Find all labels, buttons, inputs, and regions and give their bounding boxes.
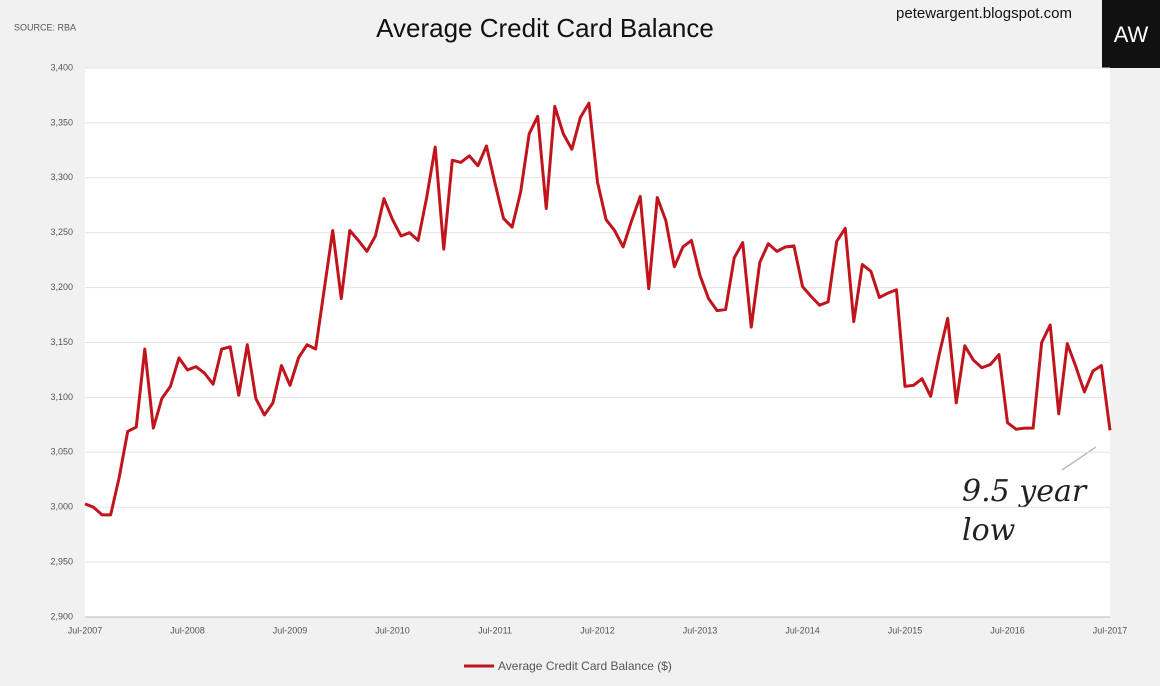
x-tick-label: Jul-2011 bbox=[478, 625, 512, 635]
x-tick-label: Jul-2015 bbox=[888, 625, 923, 635]
source: SOURCE: RBA bbox=[14, 22, 76, 32]
annotation: 9.5 year bbox=[962, 474, 1088, 509]
y-tick-label: 2,900 bbox=[50, 611, 73, 621]
chart-title: Average Credit Card Balance bbox=[376, 13, 714, 43]
logo-box bbox=[1102, 0, 1160, 68]
x-tick-label: Jul-2013 bbox=[683, 625, 718, 635]
y-tick-label: 3,100 bbox=[50, 392, 73, 402]
y-tick-label: 3,350 bbox=[50, 117, 73, 127]
x-tick-label: Jul-2009 bbox=[273, 625, 308, 635]
annotation: low bbox=[962, 513, 1016, 548]
watermark: petewargent.blogspot.com bbox=[896, 5, 1072, 22]
x-tick-label: Jul-2017 bbox=[1093, 625, 1128, 635]
y-tick-label: 2,950 bbox=[50, 556, 73, 566]
y-tick-label: 3,300 bbox=[50, 172, 73, 182]
legend-label: Average Credit Card Balance ($) bbox=[498, 659, 672, 673]
x-tick-label: Jul-2012 bbox=[580, 625, 615, 635]
line bbox=[84, 101, 1112, 517]
y-tick-label: 3,250 bbox=[50, 227, 73, 237]
y-tick-label: 3,400 bbox=[50, 62, 73, 72]
logo: AW bbox=[1114, 22, 1149, 47]
y-tick-label: 3,150 bbox=[50, 337, 73, 347]
y-tick-label: 3,000 bbox=[50, 502, 73, 512]
annotation-pointer bbox=[1061, 446, 1097, 471]
x-tick-label: Jul-2007 bbox=[68, 625, 103, 635]
x-tick-label: Jul-2014 bbox=[785, 625, 820, 635]
y-tick-label: 3,050 bbox=[50, 447, 73, 457]
y-tick-label: 3,200 bbox=[50, 282, 73, 292]
x-tick-label: Jul-2010 bbox=[375, 625, 410, 635]
x-tick-label: Jul-2016 bbox=[990, 625, 1025, 635]
x-tick-label: Jul-2008 bbox=[170, 625, 205, 635]
